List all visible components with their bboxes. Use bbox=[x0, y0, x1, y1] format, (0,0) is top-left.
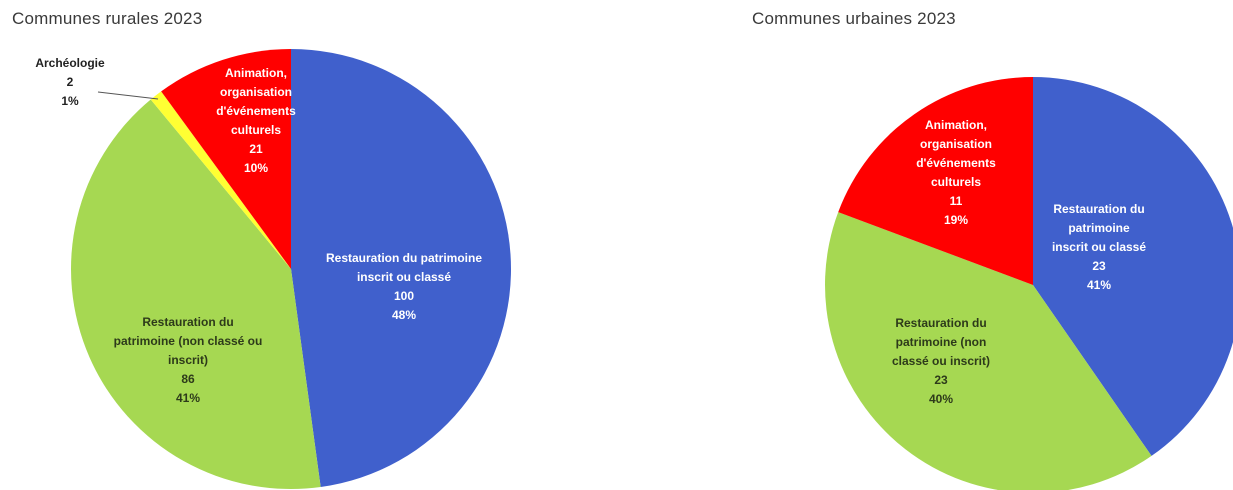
rural-slice-0 bbox=[291, 49, 511, 487]
urban-slice-0 bbox=[1033, 77, 1233, 456]
chart-title-rural: Communes rurales 2023 bbox=[12, 9, 203, 28]
rural-data-label-0: Restauration du patrimoine inscrit ou cla… bbox=[326, 251, 482, 322]
urban-slice-1 bbox=[825, 212, 1152, 490]
rural-slice-1 bbox=[71, 99, 321, 489]
rural-slice-2 bbox=[150, 91, 291, 269]
rural-data-label-3: Animation, organisation d'événements cultur… bbox=[216, 66, 296, 175]
urban-data-label-2: Animation, organisation d'événements cultur… bbox=[916, 118, 996, 227]
rural-leader-line-2 bbox=[97, 91, 159, 100]
rural-slice-3 bbox=[161, 49, 291, 269]
rural-data-label-1: Restauration du patrimoine (non classé ou… bbox=[114, 315, 263, 405]
urban-slice-2 bbox=[838, 77, 1033, 285]
urban-data-label-0: Restauration du patrimoine inscrit ou clas… bbox=[1052, 202, 1146, 292]
chart-title-urban: Communes urbaines 2023 bbox=[752, 9, 956, 28]
urban-data-label-1: Restauration du patrimoine (non classé ou … bbox=[892, 316, 990, 406]
rural-data-label-2: Archéologie 2 1% bbox=[35, 56, 105, 108]
